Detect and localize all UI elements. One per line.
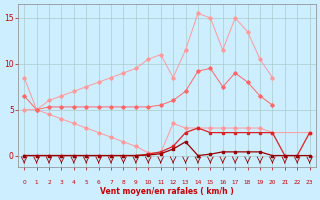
- X-axis label: Vent moyen/en rafales ( km/h ): Vent moyen/en rafales ( km/h ): [100, 187, 234, 196]
